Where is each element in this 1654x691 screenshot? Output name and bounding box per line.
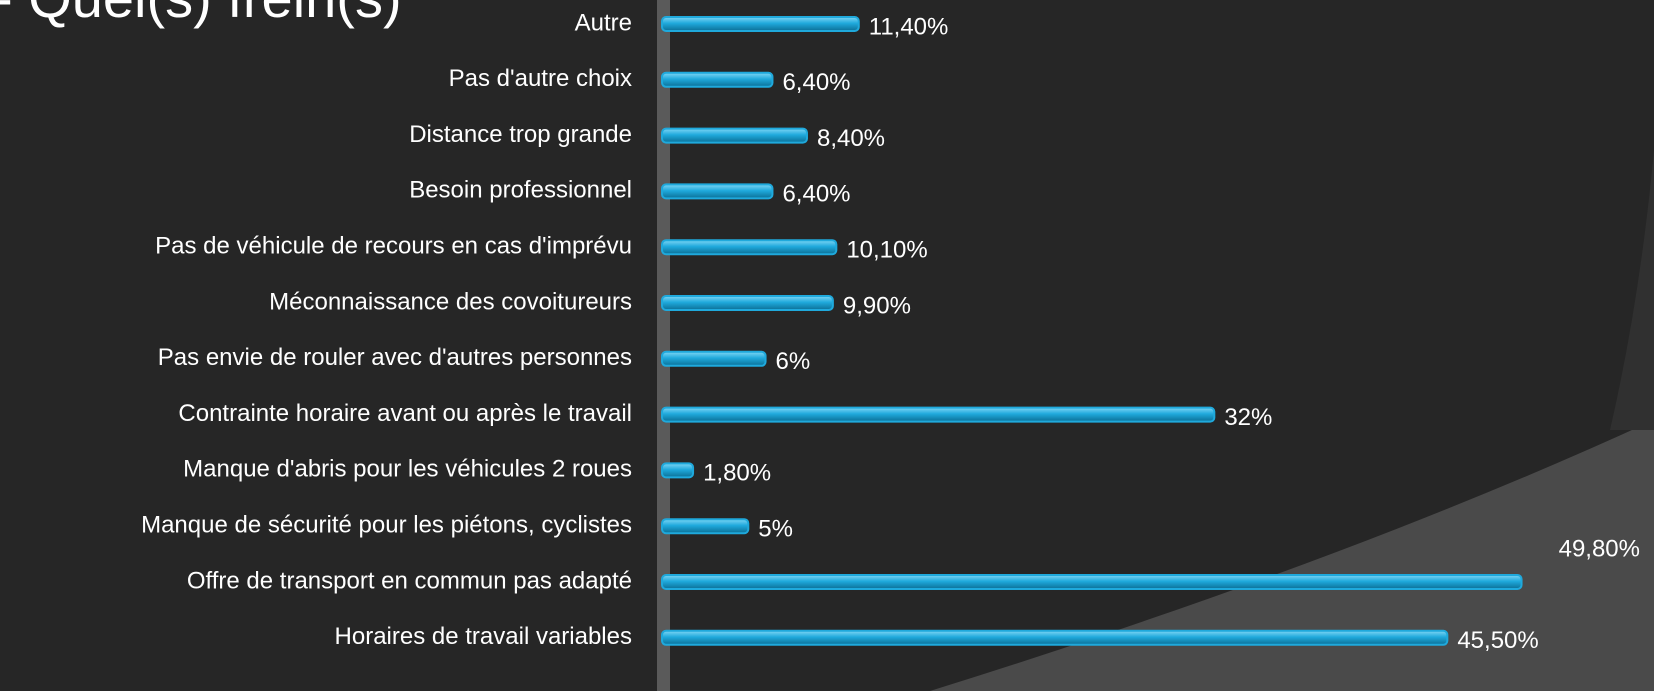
value-label: 5% xyxy=(758,516,793,543)
category-label: Autre xyxy=(575,9,632,36)
category-label: Besoin professionnel xyxy=(409,177,632,204)
value-label: 6% xyxy=(776,348,811,375)
value-label: 32% xyxy=(1224,404,1272,431)
value-label: 49,80% xyxy=(1559,535,1640,562)
bar xyxy=(661,518,750,535)
value-label: 11,40% xyxy=(869,13,949,40)
category-label: Pas envie de rouler avec d'autres person… xyxy=(158,344,632,371)
category-label: Distance trop grande xyxy=(409,121,632,148)
bar xyxy=(661,574,1523,590)
bar xyxy=(661,239,838,256)
bar xyxy=(661,127,808,144)
category-label: Méconnaissance des covoitureurs xyxy=(269,288,632,315)
category-label: Offre de transport en commun pas adapté xyxy=(187,567,632,594)
chart-title: - Quel(s) frein(s) xyxy=(0,0,402,29)
value-label: 6,40% xyxy=(782,69,850,96)
bar xyxy=(661,406,1216,423)
value-label: 9,90% xyxy=(843,292,911,319)
bar xyxy=(661,16,860,32)
bar xyxy=(661,350,767,367)
value-label: 10,10% xyxy=(846,237,927,264)
category-label: Horaires de travail variables xyxy=(335,623,632,650)
category-label: Manque d'abris pour les véhicules 2 roue… xyxy=(183,456,632,483)
bar xyxy=(661,183,774,200)
bar xyxy=(661,629,1449,646)
bar xyxy=(661,295,834,311)
category-label: Pas de véhicule de recours en cas d'impr… xyxy=(155,233,632,260)
value-label: 6,40% xyxy=(782,181,850,208)
bar xyxy=(661,71,774,88)
decor-wedge xyxy=(930,420,1654,691)
value-label: 1,80% xyxy=(703,460,771,487)
bar xyxy=(661,462,695,479)
value-label: 45,50% xyxy=(1457,627,1538,654)
decor-curve xyxy=(1610,150,1654,430)
category-label: Pas d'autre choix xyxy=(449,65,632,92)
value-label: 8,40% xyxy=(817,125,885,152)
category-label: Manque de sécurité pour les piétons, cyc… xyxy=(141,512,632,539)
category-label: Contrainte horaire avant ou après le tra… xyxy=(178,400,632,427)
